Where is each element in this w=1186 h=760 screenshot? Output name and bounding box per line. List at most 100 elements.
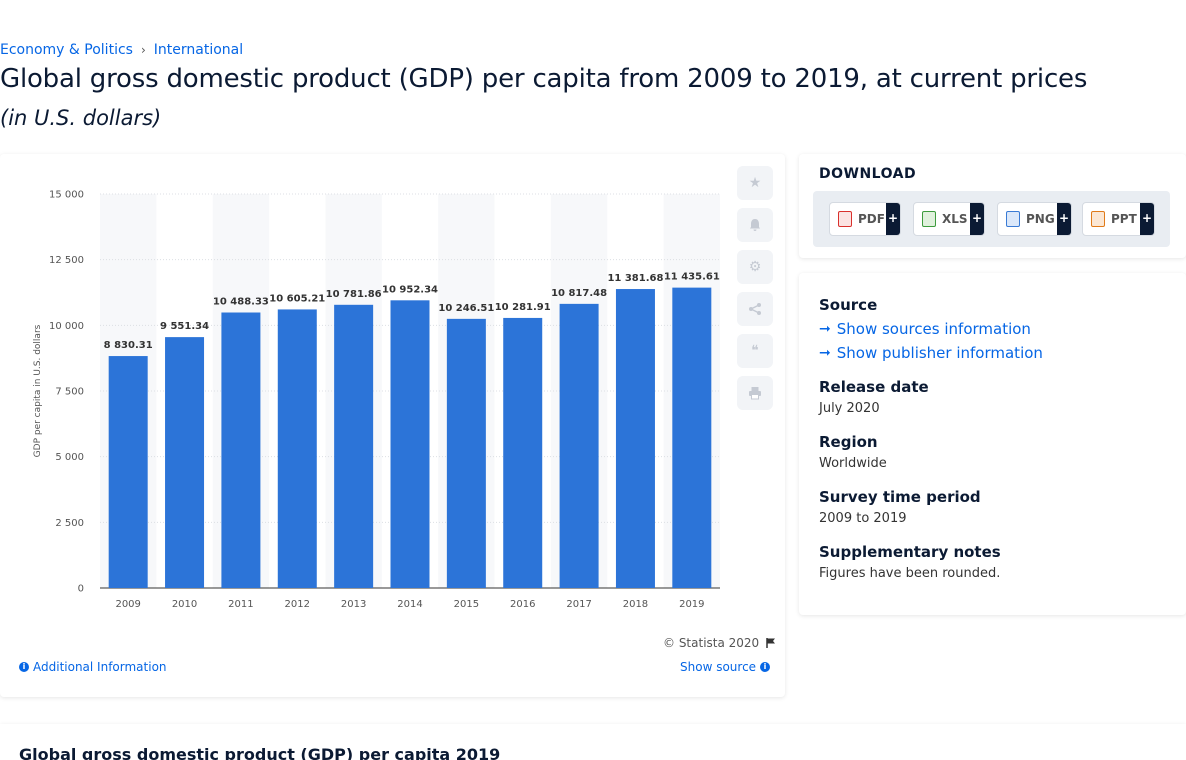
download-bar: PDF + XLS + PNG + PPT + [813, 191, 1170, 247]
x-tick-label: 2018 [623, 599, 648, 610]
survey-period-value: 2009 to 2019 [819, 511, 907, 526]
y-axis-label: GDP per capita in U.S. dollars [33, 324, 43, 457]
download-title: DOWNLOAD [819, 166, 917, 182]
show-sources-label: Show sources information [836, 320, 1031, 338]
y-tick-label: 15 000 [49, 190, 84, 201]
chart-card: 0 2 500 5 000 7 500 10 000 12 500 15 000 8 830.… [0, 154, 785, 697]
bar [108, 356, 148, 588]
download-png-label: PNG [1026, 212, 1055, 226]
page-subtitle: (in U.S. dollars) [0, 106, 162, 130]
share-icon[interactable] [737, 292, 773, 326]
x-tick-label: 2016 [510, 599, 535, 610]
plus-icon: + [1140, 203, 1154, 235]
info-icon: i [760, 662, 771, 672]
additional-information-link[interactable]: i Additional Information [19, 660, 167, 674]
xls-icon [922, 211, 936, 227]
plus-icon: + [1057, 203, 1071, 235]
region-value: Worldwide [819, 456, 887, 471]
x-tick-label: 2011 [228, 599, 253, 610]
plus-icon: + [886, 203, 900, 235]
metadata-card: Source ➞ Show sources information ➞ Show… [799, 273, 1186, 615]
bar [277, 309, 317, 588]
download-pdf-label: PDF [858, 212, 885, 226]
x-tick-label: 2015 [454, 599, 479, 610]
bar [559, 303, 599, 588]
download-xls-button[interactable]: XLS + [913, 202, 985, 236]
related-statistic-title[interactable]: Global gross domestic product (GDP) per … [19, 745, 501, 760]
bar [672, 287, 712, 588]
bar [334, 304, 374, 588]
related-statistic-card: Global gross domestic product (GDP) per … [0, 724, 1186, 760]
bar [221, 312, 261, 588]
gear-icon[interactable]: ⚙ [737, 250, 773, 284]
show-publisher-label: Show publisher information [836, 344, 1043, 362]
x-tick-label: 2013 [341, 599, 366, 610]
show-source-link[interactable]: Show source i [680, 660, 771, 674]
copyright-text: © Statista 2020 [663, 636, 760, 650]
download-card: DOWNLOAD PDF + XLS + PNG + PPT + [799, 154, 1186, 258]
bell-icon[interactable] [737, 208, 773, 242]
download-xls-label: XLS [942, 212, 968, 226]
breadcrumb: Economy & Politics › International [0, 42, 243, 58]
ppt-icon [1091, 211, 1105, 227]
flag-icon[interactable] [765, 637, 777, 649]
source-label: Source [819, 296, 878, 314]
png-icon [1006, 211, 1020, 227]
breadcrumb-economy-politics[interactable]: Economy & Politics [0, 42, 133, 58]
bar [503, 317, 543, 588]
data-label: 10 605.21 [269, 293, 325, 304]
additional-information-label: Additional Information [33, 660, 167, 674]
arrow-right-icon: ➞ [819, 345, 831, 361]
bar [390, 300, 430, 588]
show-source-label: Show source [680, 660, 757, 674]
chart-svg: 0 2 500 5 000 7 500 10 000 12 500 15 000 8 830.… [33, 190, 720, 610]
y-tick-label: 7 500 [55, 387, 84, 398]
data-label: 10 952.34 [382, 284, 438, 295]
copyright: © Statista 2020 [663, 636, 777, 650]
data-label: 10 781.86 [326, 289, 382, 300]
x-tick-label: 2012 [285, 599, 310, 610]
x-tick-label: 2014 [397, 599, 422, 610]
data-label: 11 381.68 [607, 273, 663, 284]
star-icon[interactable]: ★ [737, 166, 773, 200]
data-label: 10 246.51 [438, 303, 494, 314]
quote-icon[interactable]: ❝ [737, 334, 773, 368]
region-label: Region [819, 433, 878, 451]
data-label: 11 435.61 [664, 272, 720, 283]
page-title: Global gross domestic product (GDP) per … [0, 64, 1088, 94]
y-tick-label: 12 500 [49, 255, 84, 266]
data-label: 9 551.34 [160, 321, 209, 332]
survey-period-label: Survey time period [819, 488, 981, 506]
release-date-label: Release date [819, 378, 929, 396]
bar [165, 337, 205, 588]
data-label: 10 281.91 [495, 302, 551, 313]
download-pdf-button[interactable]: PDF + [829, 202, 901, 236]
x-tick-label: 2010 [172, 599, 197, 610]
pdf-icon [838, 211, 852, 227]
download-ppt-label: PPT [1111, 212, 1137, 226]
plus-icon: + [970, 203, 984, 235]
y-tick-label: 5 000 [55, 452, 84, 463]
y-tick-label: 0 [78, 584, 84, 595]
download-png-button[interactable]: PNG + [997, 202, 1072, 236]
show-sources-link[interactable]: ➞ Show sources information [819, 320, 1031, 338]
arrow-right-icon: ➞ [819, 321, 831, 337]
x-tick-label: 2009 [115, 599, 140, 610]
y-tick-label: 10 000 [49, 321, 84, 332]
x-tick-label: 2019 [679, 599, 704, 610]
supplementary-notes-label: Supplementary notes [819, 543, 1001, 561]
breadcrumb-separator: › [140, 43, 146, 57]
supplementary-notes-value: Figures have been rounded. [819, 566, 1001, 581]
data-label: 10 817.48 [551, 288, 607, 299]
data-label: 8 830.31 [104, 340, 153, 351]
y-tick-label: 2 500 [55, 518, 84, 529]
data-label: 10 488.33 [213, 297, 269, 308]
x-tick-label: 2017 [566, 599, 591, 610]
download-ppt-button[interactable]: PPT + [1082, 202, 1155, 236]
show-publisher-link[interactable]: ➞ Show publisher information [819, 344, 1043, 362]
release-date-value: July 2020 [819, 401, 880, 416]
print-icon[interactable] [737, 376, 773, 410]
info-icon: i [19, 662, 29, 672]
bar [446, 318, 486, 588]
breadcrumb-international[interactable]: International [153, 42, 244, 58]
